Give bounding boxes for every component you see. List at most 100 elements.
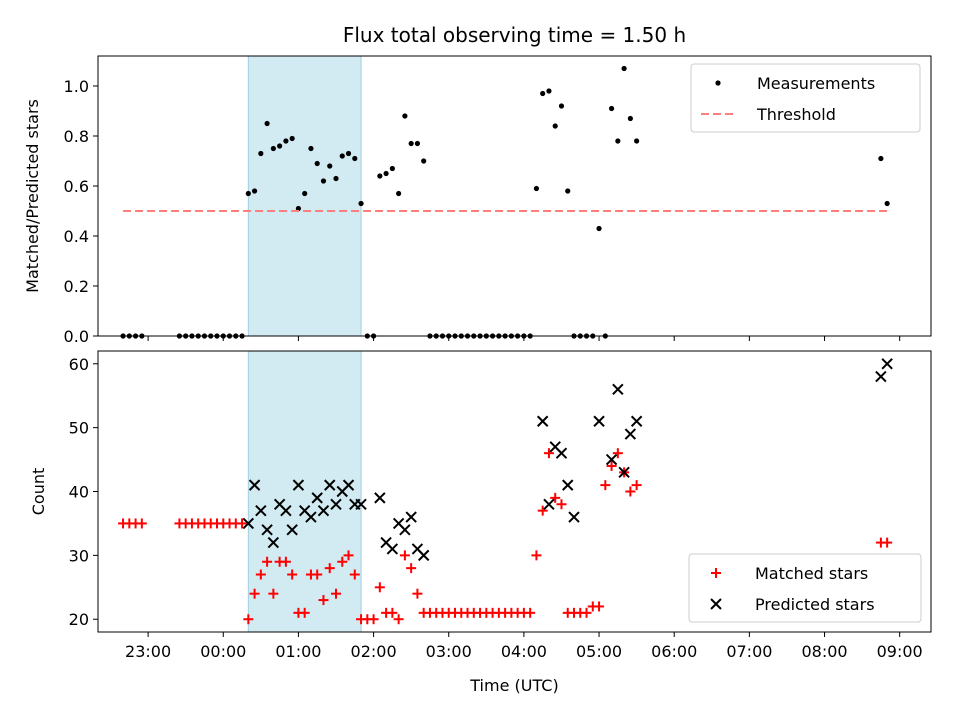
predicted-stars-point [311,492,323,504]
predicted-stars-point [630,415,643,427]
matched-stars-point [243,614,254,625]
matched-stars-point [249,588,260,599]
predicted-stars-point [612,383,624,396]
predicted-stars-point [248,479,261,491]
predicted-stars-point [267,536,280,549]
x-b [342,479,355,491]
matched-stars-point [556,499,567,510]
y-tick-label-top: 0.2 [64,277,89,296]
x-tick-label: 08:00 [801,642,847,661]
y-tick-label-top: 0.6 [64,177,89,196]
predicted-stars-point [342,479,355,491]
matched-stars-point [255,569,266,580]
y-tick-label-bottom: 40 [69,483,89,502]
measurement-point [621,65,627,72]
measurement-point [289,135,295,142]
matched-stars-point [537,505,548,516]
x-b [374,492,386,504]
legend-box-bottom [688,553,922,623]
chart-title: Flux total observing time = 1.50 h [343,23,686,47]
measurement-point [558,103,565,109]
measurement-point [389,165,395,172]
y-tick-label-bottom: 60 [69,355,89,374]
x-b [330,498,342,510]
x-b [618,466,630,479]
x-tick-label: 02:00 [351,642,397,661]
matched-stars-point [393,614,404,625]
legend-measurements-swatch [715,80,721,86]
predicted-stars-point [568,511,580,523]
y-tick-label-top: 1.0 [64,77,89,96]
bottom-panel: 20 30 40 50 60 23:00 00:00 01:00 02:00 03:00 04:00… [29,350,932,695]
x-b [624,428,637,440]
matched-stars-point [318,595,329,606]
top-panel: 0.0 0.2 0.4 0.6 0.8 1.0 Matched/Predicted star… [23,23,932,346]
matched-stars-point [594,601,605,612]
measurement-point [302,190,308,197]
measurement-point [377,173,383,179]
axes-frame-bottom [97,350,932,633]
measurement-point [546,88,552,94]
measurement-point [533,185,540,192]
y-tick-label-top: 0.4 [64,227,89,246]
predicted-stars-point [317,504,330,517]
measurement-point [264,120,270,127]
matched-stars-point [299,607,310,618]
x-b [593,415,605,427]
matched-stars-point [531,550,542,561]
matched-stars-point [237,518,248,529]
x-b [605,453,618,466]
matched-stars-point [287,569,298,580]
measurement-point [308,145,314,152]
matched-stars-point [337,556,348,567]
x-b [292,479,305,491]
measurement-point [345,150,352,157]
measurement-point [270,145,276,152]
x-axis-label: Time (UTC) [469,676,558,695]
predicted-stars-point [881,358,893,370]
matched-stars-point [525,607,536,618]
matched-stars-point [606,460,617,471]
measurement-point [421,158,427,164]
matched-stars-point [349,569,360,580]
matched-stars-point [581,607,592,618]
measurement-point [258,150,264,157]
x-b [568,511,580,523]
predicted-stars-point [624,428,637,440]
matched-stars-point [268,588,279,599]
y-tick-label-bottom: 30 [69,546,89,565]
x-tick-label: 23:00 [125,642,171,661]
predicted-stars-point [562,479,574,491]
x-b [612,383,624,396]
matched-stars-point [368,614,379,625]
x-b [255,504,267,517]
predicted-stars-point [536,415,549,427]
x-b [399,524,411,536]
measurement-point [878,155,884,162]
y-tick-label-top: 0.0 [64,327,89,346]
measurement-point [339,153,345,159]
predicted-stars-point [330,498,342,510]
measurement-point [552,123,558,129]
x-b [555,447,568,459]
x-b [317,504,330,517]
predicted-stars-point [242,517,255,530]
measurement-point [283,138,289,144]
predicted-stars-point [324,479,336,491]
x-b [562,479,574,491]
matched-stars-point [387,607,398,618]
x-b [881,358,893,370]
observing-span-bottom [247,350,362,633]
measurement-point [333,175,339,182]
x-b [549,441,561,453]
x-b [280,504,292,517]
predicted-stars-point [593,415,605,427]
matched-stars-point [262,556,273,567]
x-tick-label: 07:00 [726,642,772,661]
x-b [392,517,405,530]
x-b [261,524,273,536]
matched-stars-point [343,550,354,561]
measurement-point [327,163,333,169]
predicted-stars-point [399,524,411,536]
